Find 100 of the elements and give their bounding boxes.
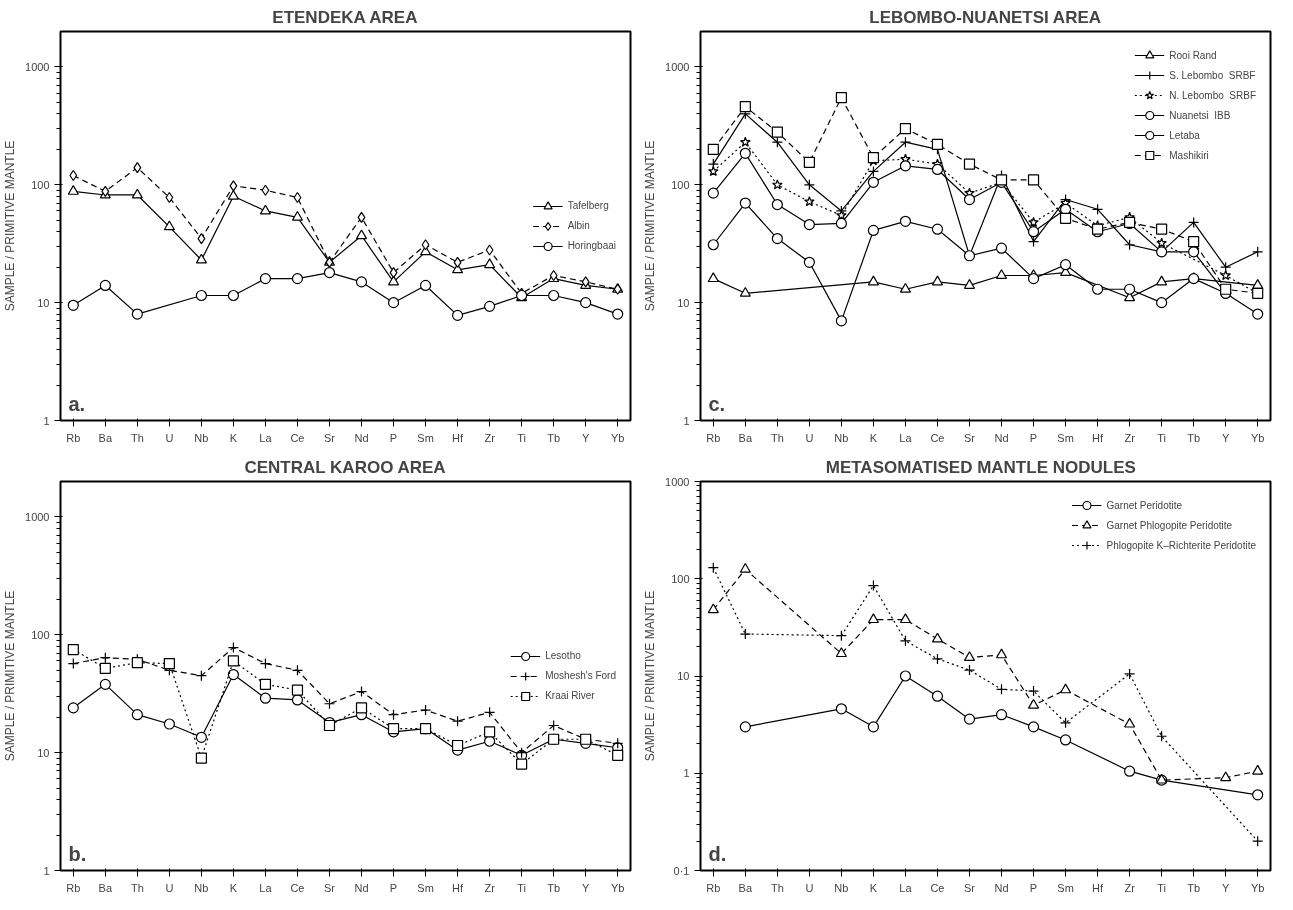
x-tick-label: K	[869, 431, 878, 444]
chart-title: METASOMATISED MANTLE NODULES	[825, 457, 1136, 477]
x-tick-label: Ba	[738, 431, 753, 444]
x-tick-label: Hf	[1092, 431, 1105, 444]
legend-label: Mashikiri	[1169, 149, 1209, 161]
y-tick-label: 10	[677, 296, 690, 309]
x-tick-label: Zr	[1124, 881, 1136, 894]
x-tick-label: La	[899, 881, 913, 894]
y-tick-label: 10	[677, 670, 690, 682]
y-tick-label: 1	[683, 767, 690, 780]
x-tick-label: Hf	[452, 431, 465, 444]
x-tick-label: Hf	[452, 881, 465, 894]
x-tick-label: Zr	[484, 881, 496, 894]
annotation: a.	[68, 392, 86, 415]
x-tick-label: Sr	[963, 431, 976, 444]
y-tick-label: 1000	[665, 475, 690, 488]
x-tick-label: Ti	[1157, 881, 1167, 894]
legend-label: Rooi Rand	[1169, 49, 1217, 61]
x-tick-label: Tb	[1187, 431, 1201, 444]
x-tick-label: K	[229, 881, 238, 894]
x-tick-label: Ce	[290, 881, 305, 894]
x-tick-label: Sr	[323, 881, 336, 894]
x-tick-label: Th	[770, 431, 784, 444]
x-tick-label: U	[165, 431, 174, 444]
legend-label: Kraai River	[545, 689, 595, 702]
x-tick-label: P	[389, 431, 398, 444]
x-tick-label: La	[899, 431, 913, 444]
x-tick-label: Y	[1222, 881, 1230, 894]
x-tick-label: Nd	[354, 431, 369, 444]
legend-label: N. Lebombo SRBF	[1169, 89, 1256, 101]
x-tick-label: Ti	[517, 431, 527, 444]
x-tick-label: Nb	[194, 881, 209, 894]
x-tick-label: P	[389, 881, 398, 894]
x-tick-label: Ti	[517, 881, 527, 894]
legend-label: Garnet Peridotite	[1106, 499, 1183, 511]
x-tick-label: Nd	[994, 431, 1009, 444]
y-axis-title: SAMPLE / PRIMITIVE MANTLE	[643, 590, 658, 762]
y-tick-label: 1	[683, 414, 690, 427]
x-tick-label: Ce	[930, 431, 945, 444]
x-tick-label: Zr	[484, 431, 496, 444]
x-tick-label: Tb	[1187, 881, 1201, 894]
legend-label: Albin	[567, 219, 590, 232]
x-tick-label: Y	[1222, 431, 1230, 444]
x-tick-label: Rb	[706, 431, 721, 444]
y-tick-label: 100	[671, 178, 690, 191]
y-tick-label: 100	[31, 628, 50, 641]
y-axis-title: SAMPLE / PRIMITIVE MANTLE	[3, 590, 18, 762]
y-tick-label: 10	[37, 296, 50, 309]
x-tick-label: U	[805, 881, 814, 894]
legend-label: S. Lebombo SRBF	[1169, 69, 1256, 81]
legend-label: Phlogopite K–Richterite Peridotite	[1106, 539, 1256, 551]
x-tick-label: Y	[582, 881, 590, 894]
y-axis-title: SAMPLE / PRIMITIVE MANTLE	[643, 140, 658, 312]
x-tick-label: Sm	[1057, 431, 1074, 444]
chart-title: CENTRAL KAROO AREA	[244, 457, 446, 477]
x-tick-label: Sm	[417, 881, 434, 894]
legend-label: Letaba	[1169, 129, 1200, 141]
x-tick-label: Sm	[1057, 881, 1074, 894]
x-tick-label: K	[869, 881, 878, 894]
y-axis-title: SAMPLE / PRIMITIVE MANTLE	[3, 140, 18, 312]
legend-label: Lesotho	[545, 649, 581, 662]
x-tick-label: Nb	[834, 431, 849, 444]
legend-label: Tafelberg	[567, 199, 609, 212]
x-tick-label: La	[259, 431, 273, 444]
legend-label: Moshesh's Ford	[545, 669, 616, 682]
x-tick-label: Ba	[98, 881, 113, 894]
x-tick-label: Yb	[610, 881, 625, 894]
x-tick-label: Rb	[66, 431, 81, 444]
y-tick-label: 1	[43, 414, 50, 427]
x-tick-label: P	[1029, 881, 1038, 894]
x-tick-label: Nd	[354, 881, 369, 894]
x-tick-label: Yb	[1250, 431, 1265, 444]
x-tick-label: Ba	[98, 431, 113, 444]
x-tick-label: Ce	[290, 431, 305, 444]
x-tick-label: Rb	[66, 881, 81, 894]
x-tick-label: P	[1029, 431, 1038, 444]
x-tick-label: Nb	[194, 431, 209, 444]
legend-label: Horingbaai	[567, 239, 616, 252]
x-tick-label: Th	[130, 431, 144, 444]
x-tick-label: Y	[582, 431, 590, 444]
x-tick-label: Sm	[417, 431, 434, 444]
x-tick-label: Zr	[1124, 431, 1136, 444]
x-tick-label: Tb	[547, 881, 561, 894]
legend-label: Garnet Phlogopite Peridotite	[1106, 519, 1233, 531]
y-tick-label: 100	[671, 572, 690, 585]
annotation: c.	[708, 392, 726, 415]
y-tick-label: 1000	[25, 510, 50, 523]
x-tick-label: Nb	[834, 881, 849, 894]
x-tick-label: Th	[770, 881, 784, 894]
y-tick-label: 10	[37, 746, 50, 759]
chart-title: ETENDEKA AREA	[272, 7, 418, 27]
chart-title: LEBOMBO-NUANETSI AREA	[869, 7, 1102, 27]
x-tick-label: K	[229, 431, 238, 444]
x-tick-label: Th	[130, 881, 144, 894]
x-tick-label: Hf	[1092, 881, 1105, 894]
annotation: b.	[68, 842, 87, 865]
x-tick-label: Yb	[610, 431, 625, 444]
x-tick-label: Rb	[706, 881, 721, 894]
y-tick-label: 1000	[665, 60, 690, 73]
annotation: d.	[708, 842, 727, 865]
